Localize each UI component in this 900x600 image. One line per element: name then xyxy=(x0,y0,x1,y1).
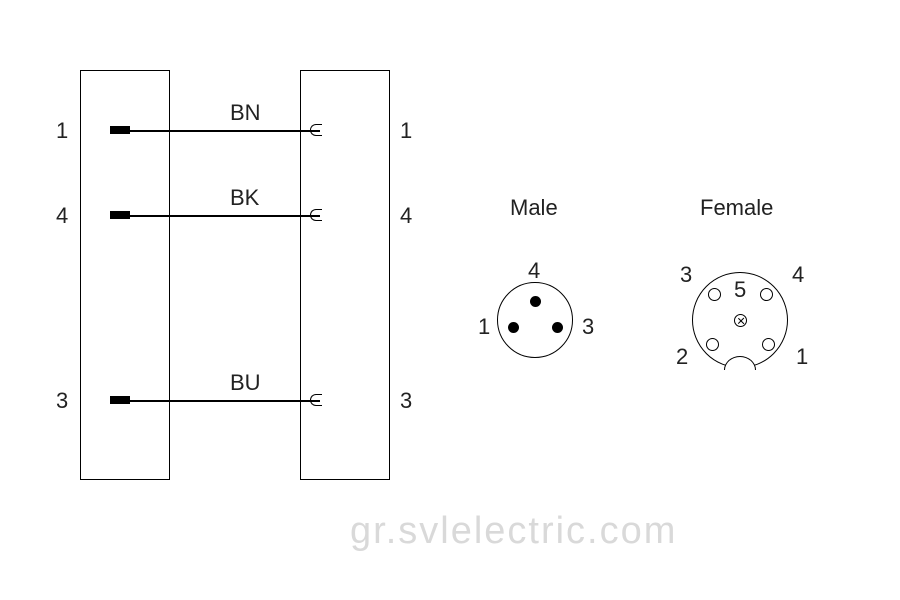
pin-plug-icon xyxy=(110,396,130,404)
female-pin-number: 1 xyxy=(796,344,808,370)
female-pin-number: 3 xyxy=(680,262,692,288)
left-pin-label: 4 xyxy=(56,203,68,229)
male-title: Male xyxy=(510,195,558,221)
wire-line xyxy=(130,130,320,132)
wire-color-label: BN xyxy=(230,100,261,126)
female-pin-dot-icon xyxy=(762,338,775,351)
male-connector-face xyxy=(497,282,573,358)
male-pin-dot-icon xyxy=(508,322,519,333)
left-pin-label: 3 xyxy=(56,388,68,414)
female-pin-dot-icon xyxy=(760,288,773,301)
female-pin-number: 4 xyxy=(792,262,804,288)
wire-line xyxy=(130,215,320,217)
wire-line xyxy=(130,400,320,402)
male-pin-dot-icon xyxy=(530,296,541,307)
male-pin-number: 4 xyxy=(528,258,540,284)
female-pin-number: 5 xyxy=(734,277,746,303)
watermark-text: gr.svlelectric.com xyxy=(350,510,677,553)
female-pin-crossed-icon xyxy=(734,314,747,327)
male-pin-dot-icon xyxy=(552,322,563,333)
wire-color-label: BK xyxy=(230,185,259,211)
left-pin-label: 1 xyxy=(56,118,68,144)
right-pin-label: 1 xyxy=(400,118,412,144)
right-pin-label: 3 xyxy=(400,388,412,414)
female-pin-dot-icon xyxy=(706,338,719,351)
female-pin-dot-icon xyxy=(708,288,721,301)
female-pin-number: 2 xyxy=(676,344,688,370)
wire-color-label: BU xyxy=(230,370,261,396)
right-pin-label: 4 xyxy=(400,203,412,229)
pin-plug-icon xyxy=(110,211,130,219)
female-title: Female xyxy=(700,195,773,221)
male-pin-number: 1 xyxy=(478,314,490,340)
pin-plug-icon xyxy=(110,126,130,134)
male-pin-number: 3 xyxy=(582,314,594,340)
diagram-canvas: 1 1 BN 4 4 BK 3 3 BU Male Female 1 3 4 1 2 3 4 5 gr.sv… xyxy=(0,0,900,600)
